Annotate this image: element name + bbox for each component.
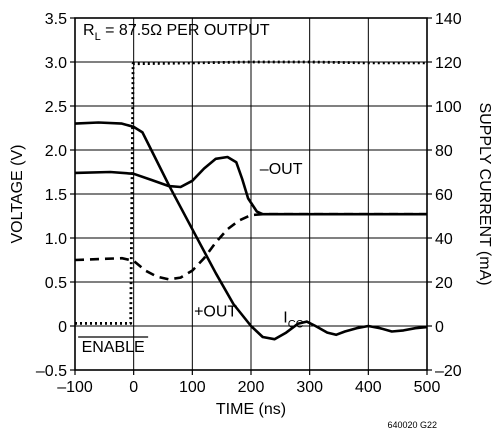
y2-tick-label: 0 <box>435 319 444 336</box>
y-tick-label: 0.5 <box>45 275 67 292</box>
y2-tick-label: 40 <box>435 231 453 248</box>
y-tick-label: 1.5 <box>45 187 67 204</box>
condition-rest: = 87.5Ω PER OUTPUT <box>101 22 270 39</box>
y-tick-label: 1.0 <box>45 231 67 248</box>
y2-tick-label: 80 <box>435 143 453 160</box>
series-line-enable <box>75 60 427 325</box>
x-tick-label: 500 <box>414 379 441 396</box>
tick-marks <box>70 17 432 375</box>
y2-tick-label: 140 <box>435 11 462 28</box>
y-tick-label: 2.5 <box>45 99 67 116</box>
condition-label: RL = 87.5Ω PER OUTPUT <box>83 22 270 43</box>
y2-tick-label: 60 <box>435 187 453 204</box>
figure-id: 640020 G22 <box>387 420 437 430</box>
y2-tick-label: –20 <box>435 363 462 380</box>
y2-tick-label: 120 <box>435 55 462 72</box>
y-tick-label: –0.5 <box>36 363 67 380</box>
series-annotations: –OUT +OUT ICC <box>194 161 304 331</box>
series-line-out <box>74 212 427 281</box>
annotation-label: ICC <box>283 309 303 330</box>
x-tick-label: 300 <box>296 379 323 396</box>
series-layer <box>74 60 428 341</box>
x-tick-label: 100 <box>179 379 206 396</box>
x-tick-label: 400 <box>355 379 382 396</box>
x-tick-label: 200 <box>238 379 265 396</box>
annotation-label: –OUT <box>260 161 303 178</box>
tick-labels: –100 0 100 200 300 400 500–0.500.51.01.52.02.5… <box>36 11 462 396</box>
y2-tick-label: 100 <box>435 99 462 116</box>
y2-tick-label: 20 <box>435 275 453 292</box>
y-tick-label: 0 <box>58 319 67 336</box>
x-axis-title: TIME (ns) <box>216 401 286 418</box>
condition-sub: L <box>95 31 101 43</box>
x-tick-label: 0 <box>129 379 138 396</box>
enable-label: ENABLE <box>82 339 145 356</box>
y-tick-label: 3.0 <box>45 55 67 72</box>
series-line-icc <box>74 121 428 341</box>
condition-r: R <box>83 22 95 39</box>
y-tick-label: 3.5 <box>45 11 67 28</box>
y-tick-label: 2.0 <box>45 143 67 160</box>
y-axis-title: VOLTAGE (V) <box>9 145 26 244</box>
x-tick-label: –100 <box>57 379 93 396</box>
y2-axis-title: SUPPLY CURRENT (mA) <box>476 102 493 285</box>
annotation-label: +OUT <box>194 303 237 320</box>
grid <box>75 18 427 370</box>
